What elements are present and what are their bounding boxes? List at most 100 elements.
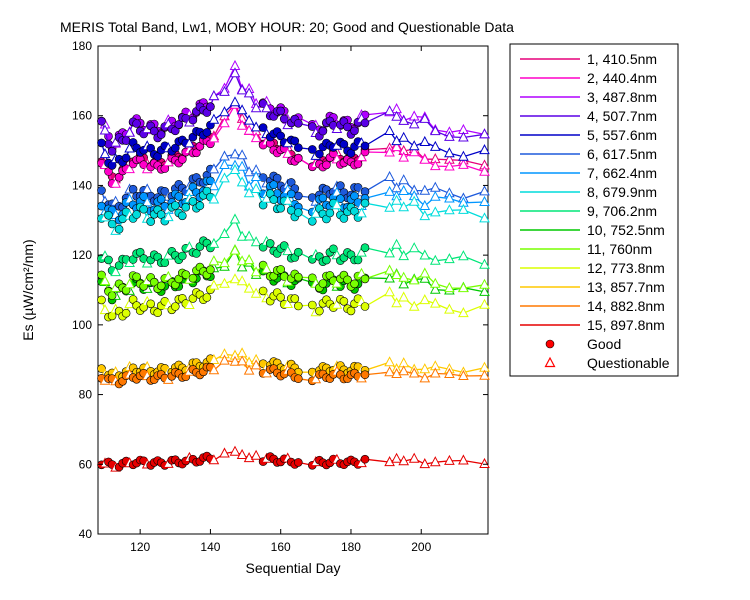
point-questionable — [236, 84, 248, 95]
point-questionable — [208, 237, 220, 248]
point-questionable — [261, 192, 272, 203]
point-good — [139, 204, 148, 214]
point-questionable — [444, 147, 455, 158]
point-questionable — [419, 372, 431, 383]
point-good — [97, 186, 106, 195]
point-questionable — [229, 445, 241, 456]
point-questionable — [398, 278, 410, 289]
legend-label-14: 14, 882.8nm — [587, 298, 665, 314]
point-good — [206, 265, 215, 275]
point-good — [178, 155, 187, 164]
x-ticks: 120 140 160 180 200 — [130, 46, 432, 554]
point-questionable — [282, 194, 294, 205]
point-good — [350, 191, 359, 201]
legend-marker-good — [545, 339, 555, 349]
point-questionable — [384, 146, 395, 157]
point-questionable — [391, 110, 402, 121]
point-good — [329, 244, 338, 254]
point-questionable — [250, 266, 262, 277]
point-questionable — [398, 250, 410, 261]
point-good — [360, 274, 370, 284]
point-questionable — [479, 212, 490, 223]
point-questionable — [398, 114, 410, 125]
point-good — [107, 291, 117, 300]
y-tick-label: 80 — [79, 388, 93, 402]
point-questionable — [208, 113, 220, 124]
point-questionable — [384, 366, 395, 377]
point-good — [202, 293, 212, 302]
legend-label-1: 1, 410.5nm — [587, 51, 657, 67]
point-questionable — [479, 128, 490, 139]
point-good — [360, 370, 370, 380]
point-questionable — [219, 447, 230, 458]
point-questionable — [398, 184, 410, 195]
point-questionable — [99, 148, 111, 159]
point-questionable — [391, 135, 402, 146]
point-questionable — [398, 365, 410, 376]
point-questionable — [236, 104, 248, 115]
legend-label-4: 4, 507.7nm — [587, 108, 657, 124]
point-good — [178, 211, 187, 221]
point-good — [104, 139, 113, 149]
point-questionable — [208, 193, 220, 204]
point-questionable — [219, 85, 230, 96]
point-good — [195, 201, 205, 210]
point-questionable — [250, 132, 262, 143]
point-questionable — [250, 170, 262, 181]
point-good — [206, 102, 215, 111]
point-good — [293, 301, 303, 311]
point-questionable — [236, 355, 248, 366]
point-questionable — [208, 279, 220, 290]
point-questionable — [331, 199, 343, 210]
point-questionable — [398, 271, 410, 282]
point-good — [121, 308, 131, 318]
point-good — [171, 143, 180, 153]
point-questionable — [208, 454, 220, 465]
point-questionable — [110, 136, 121, 147]
point-good — [97, 138, 106, 148]
point-good — [307, 217, 317, 226]
point-questionable — [219, 277, 230, 288]
point-good — [325, 208, 335, 218]
point-good — [202, 128, 212, 137]
point-questionable — [384, 124, 395, 135]
x-tick-label: 120 — [130, 540, 150, 554]
point-good — [336, 181, 345, 190]
point-questionable — [429, 160, 441, 171]
point-questionable — [419, 294, 431, 305]
legend-label-9: 9, 706.2nm — [587, 203, 657, 219]
point-questionable — [479, 165, 490, 176]
point-questionable — [458, 307, 469, 318]
point-good — [97, 364, 106, 373]
point-questionable — [310, 373, 322, 384]
y-ticks: 40 60 80 100 120 140 160 180 — [72, 39, 488, 541]
point-questionable — [99, 275, 111, 286]
point-questionable — [408, 242, 420, 253]
point-questionable — [236, 261, 248, 272]
legend-label-6: 6, 617.5nm — [587, 146, 657, 162]
point-good — [132, 272, 141, 282]
point-questionable — [243, 254, 255, 265]
point-questionable — [229, 148, 241, 159]
point-questionable — [429, 206, 441, 217]
point-questionable — [408, 300, 420, 311]
point-questionable — [124, 163, 135, 174]
point-questionable — [310, 207, 322, 218]
point-good — [322, 160, 331, 170]
y-tick-label: 60 — [79, 457, 93, 471]
point-good — [188, 273, 198, 283]
point-questionable — [458, 150, 469, 161]
point-questionable — [208, 163, 220, 174]
point-good — [178, 251, 187, 261]
point-questionable — [219, 117, 230, 128]
point-questionable — [141, 183, 153, 194]
point-good — [114, 224, 124, 234]
point-questionable — [419, 272, 431, 283]
point-questionable — [229, 244, 241, 255]
point-good — [279, 241, 289, 250]
point-questionable — [250, 236, 262, 247]
point-good — [276, 131, 286, 141]
legend-box — [509, 43, 679, 377]
point-good — [307, 145, 317, 154]
point-questionable — [243, 114, 255, 125]
